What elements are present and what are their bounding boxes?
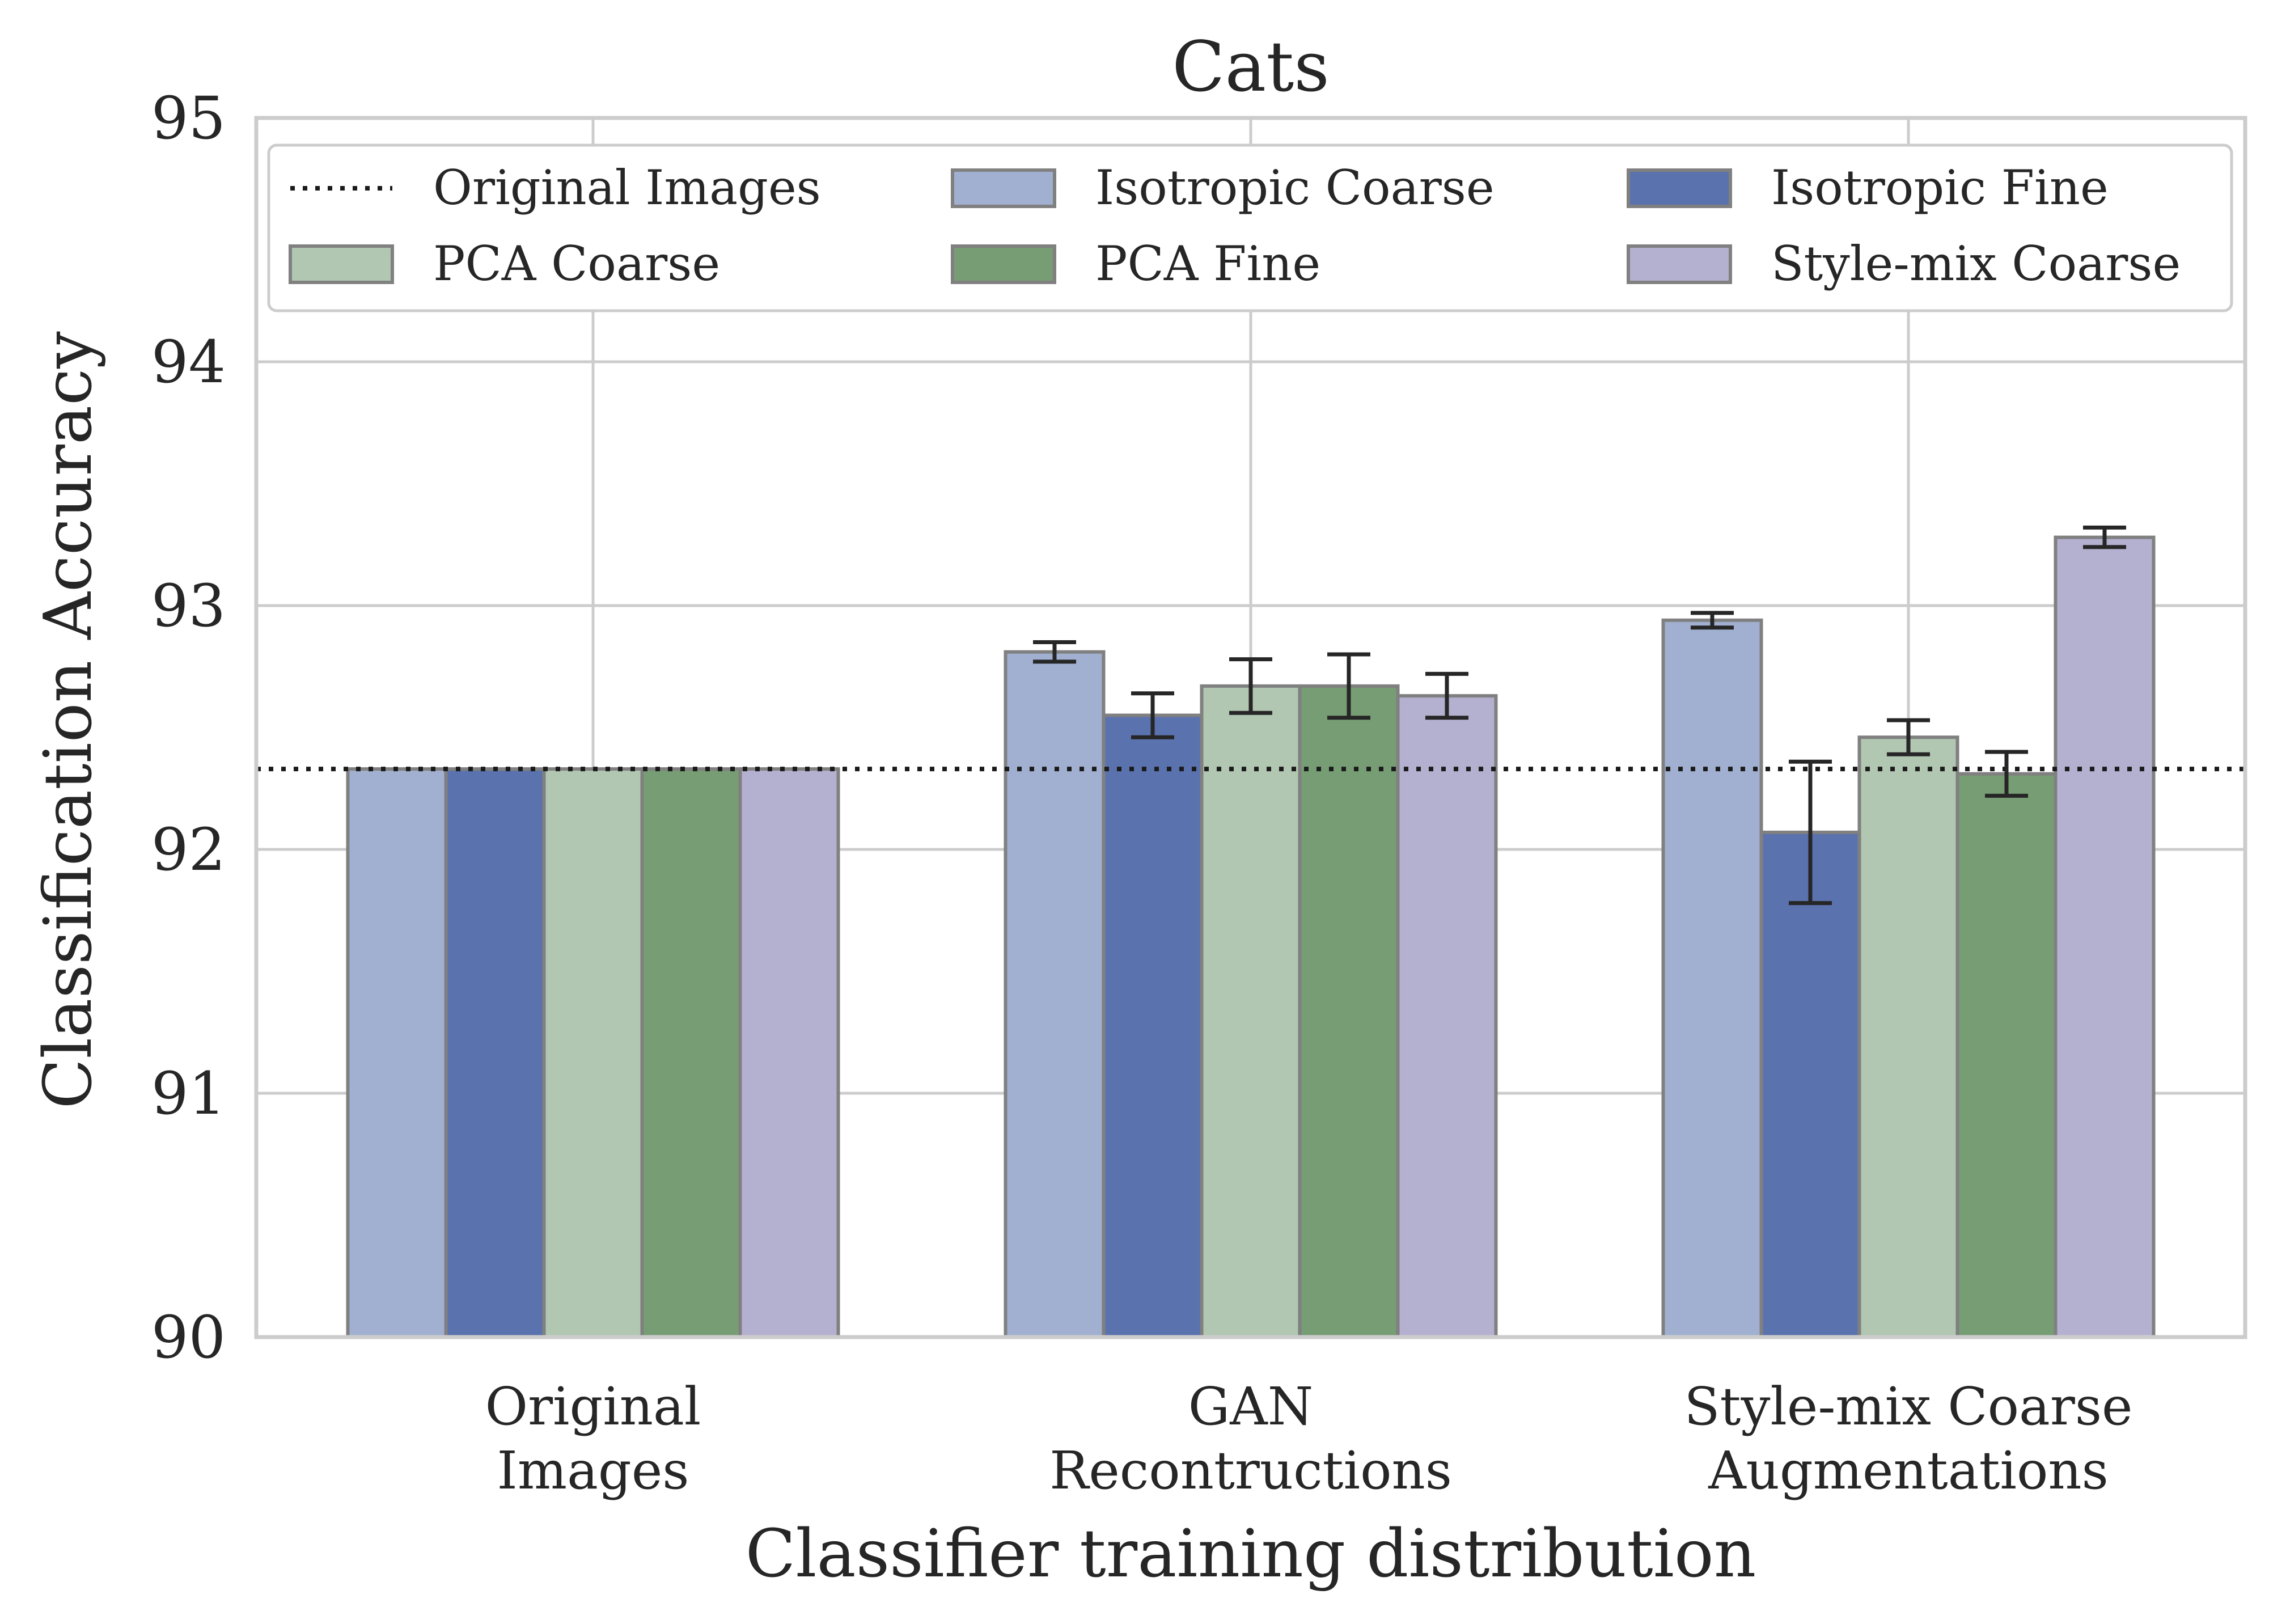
x-tick-label: Recontructions [1049,1440,1452,1501]
y-tick-label: 90 [151,1304,226,1372]
bar [346,767,448,1339]
error-bars [1033,525,2126,906]
bar [1955,772,2058,1339]
y-tick-label: 92 [151,816,226,884]
plot-frame [254,116,2247,1339]
legend: Original Images Isotropic Coarse Isotropic… [267,143,2233,312]
plot-border [254,116,2247,1339]
bar [1102,713,1204,1339]
bar [444,767,546,1339]
legend-label: PCA Coarse [433,236,720,291]
y-tick-label: 91 [151,1060,226,1128]
legend-swatch [289,244,394,284]
y-tick-label: 93 [151,572,226,640]
y-tick-label: 94 [151,328,226,396]
bar [1396,694,1498,1339]
bar [640,767,742,1339]
bar [2054,535,2156,1339]
legend-label: PCA Fine [1095,236,1320,291]
bar [1004,650,1106,1339]
legend-swatch [1627,244,1732,284]
legend-swatch [1627,168,1732,208]
y-axis-label: Classification Accuracy [30,331,107,1109]
x-tick-label: GAN [1188,1376,1313,1437]
x-tick-label: Style-mix Coarse [1684,1376,2133,1437]
bar [542,767,644,1339]
legend-swatch [951,168,1056,208]
x-tick-label: Images [497,1440,689,1501]
bar [738,767,840,1339]
legend-box [267,143,2233,312]
y-tick-labels: 90 91 92 93 94 95 [151,84,226,1372]
legend-label: Isotropic Fine [1771,160,2109,215]
x-tick-label: Original [485,1376,701,1437]
bars [346,535,2156,1339]
x-tick-label: Augmentations [1708,1440,2109,1501]
chart-title: Cats [1172,27,1330,107]
legend-label: Isotropic Coarse [1095,160,1495,215]
bar [1857,735,1959,1339]
legend-swatch [951,244,1056,284]
legend-label: Style-mix Coarse [1771,236,2181,291]
bar [1200,684,1302,1339]
bar [1661,618,1763,1339]
bar [1298,684,1400,1339]
x-axis-label: Classifier training distribution [746,1516,1756,1592]
bar [1759,830,1861,1339]
y-tick-label: 95 [151,84,226,153]
legend-label: Original Images [433,160,821,215]
